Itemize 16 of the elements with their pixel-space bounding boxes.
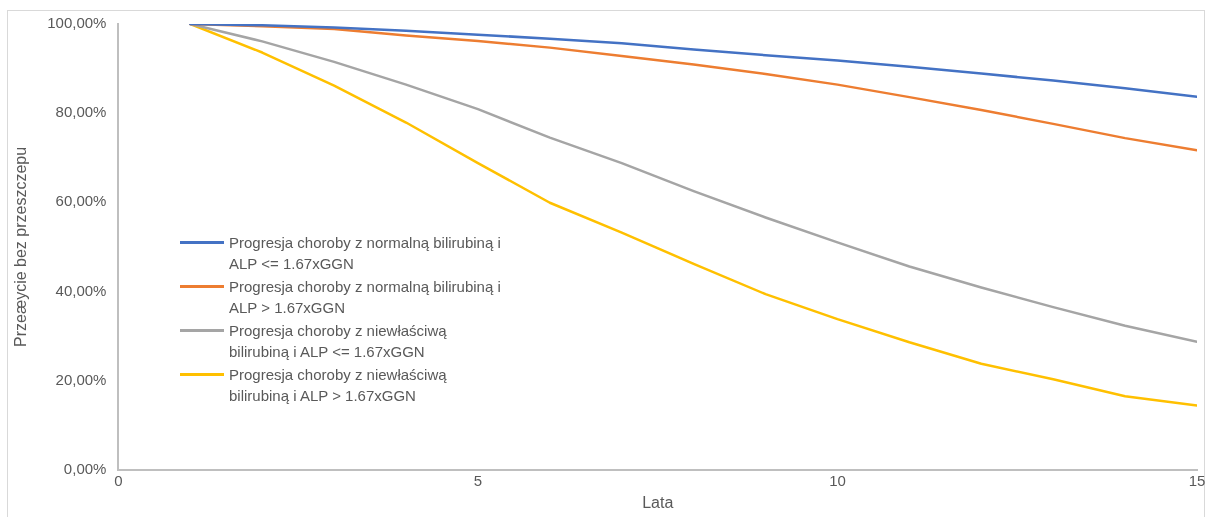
x-tick-label: 0 [114, 471, 123, 489]
y-tick-label: 80,00% [55, 103, 107, 121]
legend-label: Progresja choroby z niewłaściwą bilirubiną i ALP > 1.67xGGN [229, 365, 448, 406]
y-tick-label: 20,00% [55, 370, 107, 388]
legend-label: Progresja choroby z niewłaściwą bilirubiną i ALP <= 1.67xGGN [229, 321, 448, 362]
x-axis-title: Lata [642, 493, 674, 511]
y-axis-title: Przeæycie bez przeszczepu [12, 146, 30, 347]
x-tick-label: 10 [829, 471, 846, 489]
y-tick-label: 40,00% [55, 281, 107, 299]
x-tick-label: 5 [473, 471, 483, 489]
legend-label: Progresja choroby z normalną bilirubiną i ALP <= 1.67xGGN [229, 233, 502, 274]
y-tick-label: 60,00% [55, 192, 107, 210]
y-tick-label: 0,00% [63, 459, 107, 477]
y-tick-label: 100,00% [47, 14, 107, 32]
x-tick-label: 15 [1188, 471, 1206, 489]
legend-label: Progresja choroby z normalną bilirubiną i ALP > 1.67xGGN [229, 277, 502, 318]
